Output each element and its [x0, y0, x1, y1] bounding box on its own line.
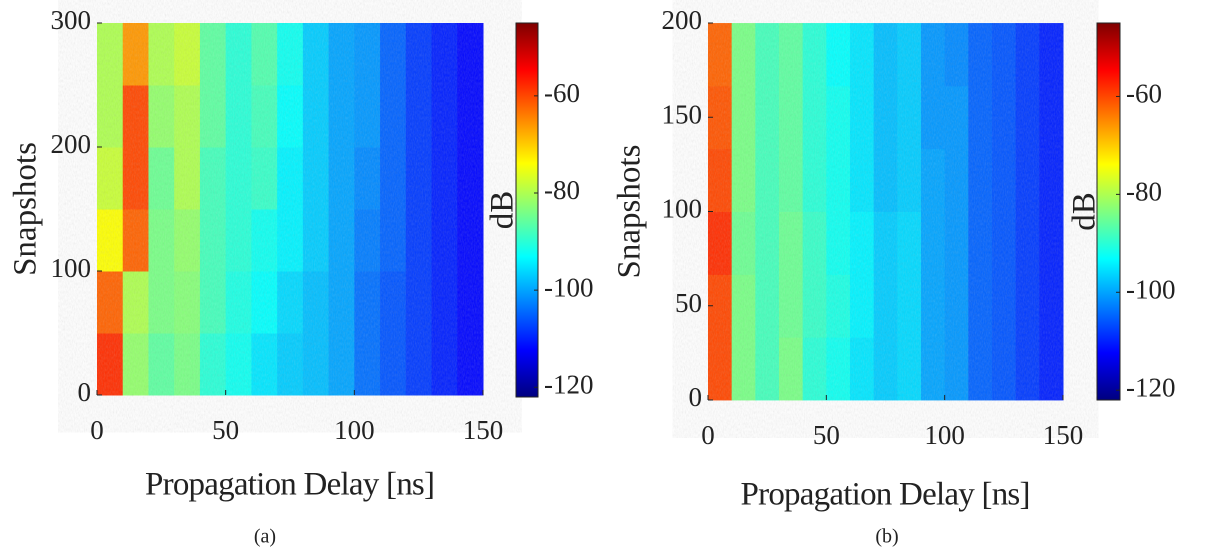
caption: (a) — [254, 526, 276, 548]
y-axis-label: Snapshots — [8, 142, 44, 276]
colorbar-tick-label: -100 — [1126, 274, 1176, 304]
colorbar-tick-label: -100 — [544, 272, 594, 302]
colorbar-tick-label: -60 — [1126, 79, 1162, 109]
x-tick-label: 100 — [924, 420, 965, 450]
x-tick-label: 150 — [463, 415, 504, 445]
x-axis-label: Propagation Delay [ns] — [741, 477, 1031, 513]
colorbar-label: dB — [485, 191, 521, 230]
y-tick-label: 100 — [662, 194, 703, 224]
colorbar — [515, 22, 539, 398]
y-axis-label: Snapshots — [612, 145, 648, 279]
noise-overlay — [97, 23, 483, 395]
colorbar-label: dB — [1067, 192, 1103, 231]
y-tick-label: 0 — [689, 382, 703, 412]
x-tick-label: 50 — [212, 415, 239, 445]
colorbar — [1096, 22, 1121, 401]
colorbar-tick-label: -80 — [1126, 177, 1162, 207]
y-tick-label: 200 — [51, 129, 92, 159]
y-tick-label: 0 — [78, 377, 92, 407]
colorbar-tick-label: -120 — [544, 369, 594, 399]
colorbar-tick-label: -120 — [1126, 372, 1176, 402]
x-tick-label: 50 — [813, 420, 840, 450]
x-tick-label: 0 — [701, 420, 715, 450]
x-tick-label: 100 — [334, 415, 375, 445]
x-tick-label: 0 — [90, 415, 104, 445]
colorbar-tick-label: -80 — [544, 175, 580, 205]
y-tick-label: 100 — [51, 253, 92, 283]
noise-overlay — [708, 23, 1063, 400]
colorbar-tick-label: -60 — [544, 78, 580, 108]
y-tick-label: 200 — [662, 5, 703, 35]
x-tick-label: 150 — [1043, 420, 1084, 450]
caption: (b) — [875, 526, 898, 548]
y-tick-label: 50 — [675, 288, 702, 318]
y-tick-label: 150 — [662, 99, 703, 129]
y-tick-label: 300 — [51, 5, 92, 35]
x-axis-label: Propagation Delay [ns] — [145, 467, 435, 503]
